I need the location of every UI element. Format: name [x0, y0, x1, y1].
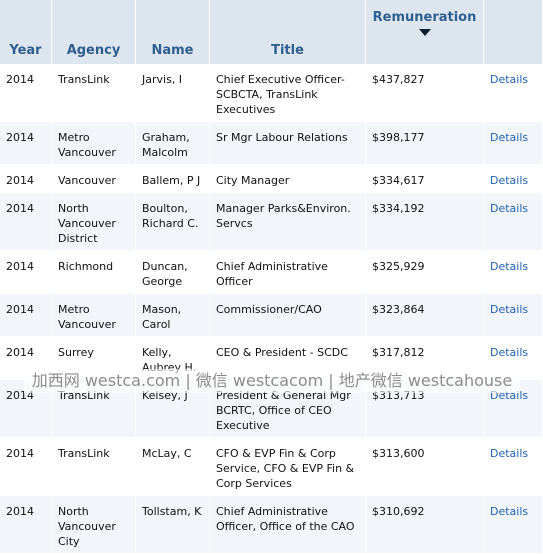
cell-name: McLay, C	[136, 438, 210, 496]
cell-remuneration: $325,929	[366, 251, 484, 294]
cell-details: Details	[484, 294, 543, 337]
column-header-name[interactable]: Name	[136, 0, 210, 64]
table-row: 2014 Metro Vancouver Graham, Malcolm Sr Mgr…	[0, 122, 543, 165]
column-header-remuneration[interactable]: Remuneration	[366, 0, 484, 64]
table-row: 2014 Vancouver Ballem, P J City Manager $334…	[0, 165, 543, 193]
cell-agency: Metro Vancouver	[52, 294, 136, 337]
cell-details: Details	[484, 64, 543, 122]
cell-details: Details	[484, 251, 543, 294]
cell-name: Boulton, Richard C.	[136, 193, 210, 251]
details-link[interactable]: Details	[490, 447, 529, 460]
details-link[interactable]: Details	[490, 346, 529, 359]
table-header: Year Agency Name Title Remuneration	[0, 0, 543, 64]
cell-remuneration: $334,192	[366, 193, 484, 251]
cell-agency: North Vancouver City	[52, 496, 136, 554]
cell-title: Chief Administrative Officer	[210, 251, 366, 294]
cell-year: 2014	[0, 165, 52, 193]
column-header-remuneration-label: Remuneration	[372, 10, 477, 25]
cell-remuneration: $437,827	[366, 64, 484, 122]
table-row: 2014 TransLink Jarvis, I Chief Executive Of…	[0, 64, 543, 122]
cell-remuneration: $313,600	[366, 438, 484, 496]
cell-agency: Vancouver	[52, 165, 136, 193]
cell-name: Ballem, P J	[136, 165, 210, 193]
cell-remuneration: $398,177	[366, 122, 484, 165]
cell-agency: Metro Vancouver	[52, 122, 136, 165]
details-link[interactable]: Details	[490, 303, 529, 316]
details-link[interactable]: Details	[490, 73, 529, 86]
watermark: 加西网 westca.com | 微信 westcacom | 地产微信 wes…	[24, 369, 520, 393]
column-header-title[interactable]: Title	[210, 0, 366, 64]
cell-year: 2014	[0, 251, 52, 294]
details-link[interactable]: Details	[490, 202, 529, 215]
cell-name: Mason, Carol	[136, 294, 210, 337]
cell-details: Details	[484, 165, 543, 193]
table-row: 2014 Richmond Duncan, George Chief Administ…	[0, 251, 543, 294]
cell-details: Details	[484, 496, 543, 554]
column-header-details	[484, 0, 543, 64]
cell-name: Duncan, George	[136, 251, 210, 294]
table-row: 2014 North Vancouver City Tollstam, K Chief…	[0, 496, 543, 554]
cell-agency: TransLink	[52, 438, 136, 496]
table-row: 2014 TransLink Kelsey, J President & Genera…	[0, 380, 543, 438]
sort-descending-icon[interactable]	[418, 29, 431, 36]
cell-remuneration: $310,692	[366, 496, 484, 554]
cell-year: 2014	[0, 64, 52, 122]
cell-year: 2014	[0, 122, 52, 165]
table-row: 2014 North Vancouver District Boulton, Ric…	[0, 193, 543, 251]
cell-details: Details	[484, 122, 543, 165]
cell-name: Jarvis, I	[136, 64, 210, 122]
table-row: 2014 Metro Vancouver Mason, Carol Commissio…	[0, 294, 543, 337]
cell-year: 2014	[0, 438, 52, 496]
table-body: 2014 TransLink Jarvis, I Chief Executive Of…	[0, 64, 543, 554]
cell-title: Chief Administrative Officer, Office of …	[210, 496, 366, 554]
column-header-agency[interactable]: Agency	[52, 0, 136, 64]
cell-remuneration: $323,864	[366, 294, 484, 337]
details-link[interactable]: Details	[490, 174, 529, 187]
cell-year: 2014	[0, 294, 52, 337]
cell-remuneration: $334,617	[366, 165, 484, 193]
cell-title: Sr Mgr Labour Relations	[210, 122, 366, 165]
cell-details: Details	[484, 438, 543, 496]
table-row: 2014 TransLink McLay, C CFO & EVP Fin & Cor…	[0, 438, 543, 496]
details-link[interactable]: Details	[490, 505, 529, 518]
column-header-year[interactable]: Year	[0, 0, 52, 64]
details-link[interactable]: Details	[490, 260, 529, 273]
cell-agency: TransLink	[52, 64, 136, 122]
cell-title: Chief Executive Officer-SCBCTA, TransLin…	[210, 64, 366, 122]
cell-title: City Manager	[210, 165, 366, 193]
cell-year: 2014	[0, 496, 52, 554]
cell-title: CFO & EVP Fin & Corp Service, CFO & EVP …	[210, 438, 366, 496]
cell-agency: North Vancouver District	[52, 193, 136, 251]
cell-details: Details	[484, 193, 543, 251]
cell-name: Graham, Malcolm	[136, 122, 210, 165]
cell-name: Tollstam, K	[136, 496, 210, 554]
details-link[interactable]: Details	[490, 131, 529, 144]
cell-title: Manager Parks&Environ. Servcs	[210, 193, 366, 251]
cell-title: Commissioner/CAO	[210, 294, 366, 337]
cell-agency: Richmond	[52, 251, 136, 294]
cell-year: 2014	[0, 193, 52, 251]
